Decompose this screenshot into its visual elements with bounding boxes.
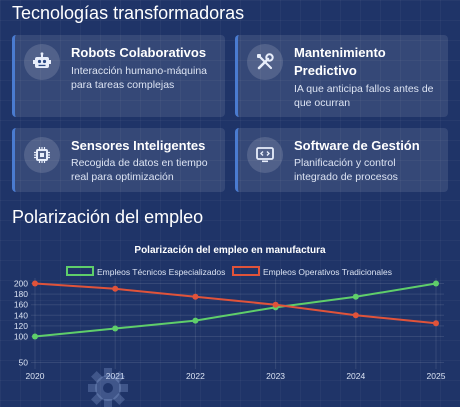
employment-line-chart: Polarización del empleo en manufactura Em…: [14, 245, 446, 381]
section-title-polarization: Polarización del empleo: [12, 207, 204, 227]
y-tick-label: 100: [14, 332, 28, 342]
y-tick-label: 140: [14, 310, 28, 320]
legend-swatch: [232, 266, 260, 276]
x-tick-label: 2020: [26, 371, 45, 381]
legend-swatch: [66, 266, 94, 276]
data-point: [272, 301, 279, 308]
card-title: Sensores Inteligentes: [71, 138, 206, 153]
x-tick-label: 2022: [186, 371, 205, 381]
chip-icon: [24, 137, 60, 173]
data-point: [352, 293, 359, 300]
section-title-technologies: Tecnologías transformadoras: [12, 3, 245, 23]
card-robots-colaborativos: Robots Colaborativos Interacción humano-…: [12, 35, 225, 117]
y-tick-label: 180: [14, 289, 28, 299]
card-description: Recogida de datos en tiempo real para op…: [71, 157, 208, 183]
data-point: [32, 280, 38, 287]
series-line: [34, 282, 437, 338]
card-title: Mantenimiento Predictivo: [294, 45, 386, 78]
data-point: [352, 312, 359, 319]
series-line: [34, 282, 437, 325]
legend-label: Empleos Técnicos Especializados: [97, 267, 225, 277]
y-tick-label: 200: [14, 279, 28, 289]
data-point: [433, 280, 439, 287]
gear-icon: [88, 368, 128, 407]
y-tick-label: 160: [14, 300, 28, 310]
card-sensores-inteligentes: Sensores Inteligentes Recogida de datos …: [12, 128, 225, 192]
code-monitor-icon: [247, 137, 283, 173]
data-point: [112, 325, 119, 332]
data-point: [433, 320, 439, 327]
x-tick-label: 2025: [427, 371, 446, 381]
x-tick-label: 2023: [266, 371, 285, 381]
tools-icon: [247, 44, 283, 80]
x-tick-label: 2021: [106, 371, 125, 381]
card-software-de-gestion: Software de Gestión Planificación y cont…: [235, 128, 448, 192]
y-tick-label: 50: [19, 358, 29, 368]
x-tick-label: 2024: [346, 371, 365, 381]
y-tick-label: 120: [14, 321, 28, 331]
data-point: [192, 293, 199, 300]
robot-icon: [24, 44, 60, 80]
data-point: [192, 317, 199, 324]
card-description: IA que anticipa fallos antes de que ocur…: [294, 83, 434, 109]
card-mantenimiento-predictivo: Mantenimiento Predictivo IA que anticipa…: [235, 35, 448, 117]
legend-label: Empleos Operativos Tradicionales: [263, 267, 392, 277]
card-title: Robots Colaborativos: [71, 45, 207, 60]
card-description: Planificación y control integrado de pro…: [294, 157, 398, 183]
card-description: Interacción humano-máquina para tareas c…: [71, 65, 207, 91]
chart-title: Polarización del empleo en manufactura: [134, 245, 326, 256]
card-title: Software de Gestión: [294, 138, 420, 153]
data-point: [32, 333, 38, 340]
data-point: [112, 285, 119, 292]
